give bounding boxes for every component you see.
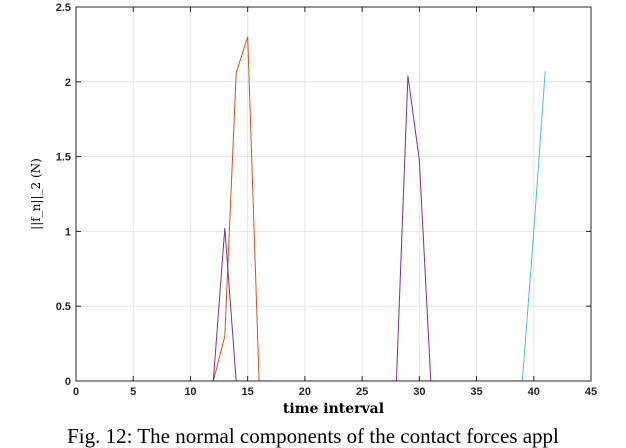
x-tick-label: 20	[299, 386, 311, 398]
y-tick-label: 1.5	[56, 152, 71, 164]
x-tick-label: 0	[73, 386, 79, 398]
x-tick-label: 15	[242, 386, 254, 398]
series-line-5	[76, 71, 546, 382]
y-tick-label: 2.5	[56, 2, 71, 14]
y-tick-label: 1	[65, 226, 71, 238]
figure-caption: Fig. 12: The normal components of the co…	[67, 424, 559, 448]
x-axis-label: time interval	[283, 401, 384, 417]
grid	[75, 6, 592, 382]
x-tick-label: 30	[413, 386, 425, 398]
series-line-2	[212, 36, 260, 382]
x-tick-label: 25	[356, 386, 368, 398]
x-tick-label: 40	[528, 386, 540, 398]
y-axis-label: ||f_n||_2 (N)	[29, 158, 43, 230]
x-tick-label: 35	[470, 386, 482, 398]
series-line-3	[212, 227, 237, 382]
ticks: 0 5 10 15 20 25 30 35 40 45 0 0.5 1 1.5 2 2.5	[56, 2, 597, 398]
x-tick-label: 10	[184, 386, 196, 398]
x-tick-label: 5	[130, 386, 136, 398]
y-tick-label: 0	[65, 376, 71, 388]
y-tick-label: 2	[65, 77, 71, 89]
y-tick-label: 0.5	[56, 301, 71, 313]
series-line-4	[395, 75, 432, 382]
axes-box	[75, 6, 592, 382]
x-tick-label: 45	[585, 386, 597, 398]
series-group	[76, 36, 546, 382]
